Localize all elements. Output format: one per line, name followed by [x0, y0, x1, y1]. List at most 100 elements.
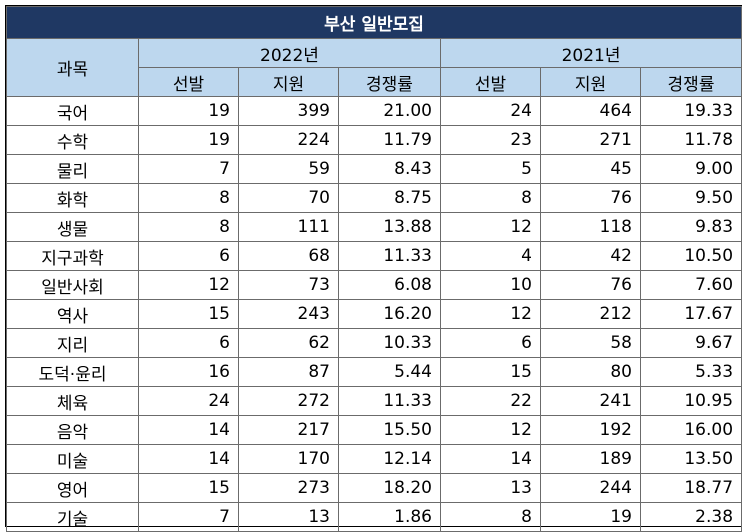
- ratio-2021-cell: 5.33: [639, 357, 743, 387]
- ratio-2021-cell: 9.67: [639, 328, 743, 358]
- ratio-2022-cell: 21.00: [338, 96, 441, 126]
- ratio-2021-cell: 10.50: [639, 241, 743, 271]
- ratio-2022-cell: 8.43: [338, 154, 441, 184]
- applied-2021-cell: 19: [540, 502, 641, 532]
- table-row: 역사 15 243 16.20 12 212 17.67: [6, 299, 743, 329]
- selected-2022-cell: 15: [138, 473, 239, 503]
- subject-cell: 음악: [6, 415, 139, 445]
- applied-2022-cell: 111: [238, 212, 339, 242]
- ratio-2021-cell: 13.50: [639, 444, 743, 474]
- table-row: 지리 6 62 10.33 6 58 9.67: [6, 328, 743, 358]
- applied-2022-cell: 243: [238, 299, 339, 329]
- subject-cell: 국어: [6, 96, 139, 126]
- applied-2022-cell: 73: [238, 270, 339, 300]
- applied-2022-cell: 68: [238, 241, 339, 271]
- applied-2022-cell: 170: [238, 444, 339, 474]
- selected-2022-cell: 19: [138, 125, 239, 155]
- selected-2022-cell: 12: [138, 270, 239, 300]
- applied-2022-cell: 59: [238, 154, 339, 184]
- applied-2022-cell: 62: [238, 328, 339, 358]
- applied-2022-cell: 272: [238, 386, 339, 416]
- ratio-2021-cell: 9.83: [639, 212, 743, 242]
- ratio-2021-cell: 9.50: [639, 183, 743, 213]
- applied-2021-cell: 76: [540, 183, 641, 213]
- applied-2021-cell: 241: [540, 386, 641, 416]
- applied-2021-cell: 244: [540, 473, 641, 503]
- applied-2021-cell: 58: [540, 328, 641, 358]
- selected-2022-cell: 19: [138, 96, 239, 126]
- table-row: 영어 15 273 18.20 13 244 18.77: [6, 473, 743, 503]
- applied-2021-cell: 45: [540, 154, 641, 184]
- ratio-2021-cell: 2.38: [639, 502, 743, 532]
- table-row: 지구과학 6 68 11.33 4 42 10.50: [6, 241, 743, 271]
- subject-header: 과목: [6, 38, 139, 97]
- ratio-2022-cell: 10.33: [338, 328, 441, 358]
- applied-2021-cell: 76: [540, 270, 641, 300]
- applied-2021-cell: 271: [540, 125, 641, 155]
- applied-2022-cell: 224: [238, 125, 339, 155]
- col-header-ratio-2022: 경쟁률: [338, 67, 441, 97]
- subject-cell: 물리: [6, 154, 139, 184]
- selected-2022-cell: 16: [138, 357, 239, 387]
- table-row: 미술 14 170 12.14 14 189 13.50: [6, 444, 743, 474]
- selected-2021-cell: 6: [440, 328, 541, 358]
- subject-cell: 영어: [6, 473, 139, 503]
- recruitment-table: 부산 일반모집 과목 2022년 2021년 선발 지원 경쟁률 선발 지원 경…: [5, 6, 743, 532]
- selected-2021-cell: 12: [440, 415, 541, 445]
- col-header-ratio-2021: 경쟁률: [639, 67, 743, 97]
- selected-2022-cell: 14: [138, 415, 239, 445]
- selected-2022-cell: 24: [138, 386, 239, 416]
- ratio-2021-cell: 7.60: [639, 270, 743, 300]
- ratio-2022-cell: 1.86: [338, 502, 441, 532]
- subject-cell: 일반사회: [6, 270, 139, 300]
- subject-cell: 생물: [6, 212, 139, 242]
- selected-2021-cell: 8: [440, 183, 541, 213]
- ratio-2021-cell: 17.67: [639, 299, 743, 329]
- applied-2022-cell: 217: [238, 415, 339, 445]
- table-row: 체육 24 272 11.33 22 241 10.95: [6, 386, 743, 416]
- year-2021-header: 2021년: [439, 38, 743, 68]
- table-title: 부산 일반모집: [5, 6, 743, 39]
- ratio-2022-cell: 8.75: [338, 183, 441, 213]
- applied-2021-cell: 80: [540, 357, 641, 387]
- ratio-2022-cell: 11.33: [338, 386, 441, 416]
- subject-cell: 역사: [6, 299, 139, 329]
- table-row: 물리 7 59 8.43 5 45 9.00: [6, 154, 743, 184]
- selected-2021-cell: 24: [440, 96, 541, 126]
- selected-2021-cell: 5: [440, 154, 541, 184]
- selected-2022-cell: 6: [138, 241, 239, 271]
- subject-cell: 기술: [6, 502, 139, 532]
- selected-2021-cell: 12: [440, 299, 541, 329]
- ratio-2021-cell: 9.00: [639, 154, 743, 184]
- table-row: 생물 8 111 13.88 12 118 9.83: [6, 212, 743, 242]
- selected-2022-cell: 8: [138, 212, 239, 242]
- selected-2022-cell: 6: [138, 328, 239, 358]
- col-header-selected-2021: 선발: [440, 67, 541, 97]
- ratio-2021-cell: 10.95: [639, 386, 743, 416]
- ratio-2022-cell: 5.44: [338, 357, 441, 387]
- ratio-2022-cell: 18.20: [338, 473, 441, 503]
- applied-2022-cell: 13: [238, 502, 339, 532]
- col-header-applied-2021: 지원: [540, 67, 641, 97]
- ratio-2021-cell: 19.33: [639, 96, 743, 126]
- table-body: 국어 19 399 21.00 24 464 19.33 수학 19 224 11.79 23 271 1…: [6, 96, 743, 532]
- ratio-2021-cell: 18.77: [639, 473, 743, 503]
- subject-cell: 수학: [6, 125, 139, 155]
- table-row: 화학 8 70 8.75 8 76 9.50: [6, 183, 743, 213]
- col-header-selected-2022: 선발: [138, 67, 239, 97]
- selected-2021-cell: 8: [440, 502, 541, 532]
- subject-cell: 체육: [6, 386, 139, 416]
- ratio-2022-cell: 12.14: [338, 444, 441, 474]
- applied-2021-cell: 189: [540, 444, 641, 474]
- applied-2021-cell: 118: [540, 212, 641, 242]
- selected-2022-cell: 7: [138, 502, 239, 532]
- selected-2022-cell: 15: [138, 299, 239, 329]
- selected-2021-cell: 14: [440, 444, 541, 474]
- applied-2022-cell: 273: [238, 473, 339, 503]
- table-row: 일반사회 12 73 6.08 10 76 7.60: [6, 270, 743, 300]
- ratio-2021-cell: 11.78: [639, 125, 743, 155]
- applied-2021-cell: 42: [540, 241, 641, 271]
- ratio-2022-cell: 6.08: [338, 270, 441, 300]
- ratio-2022-cell: 16.20: [338, 299, 441, 329]
- subject-cell: 도덕·윤리: [6, 357, 139, 387]
